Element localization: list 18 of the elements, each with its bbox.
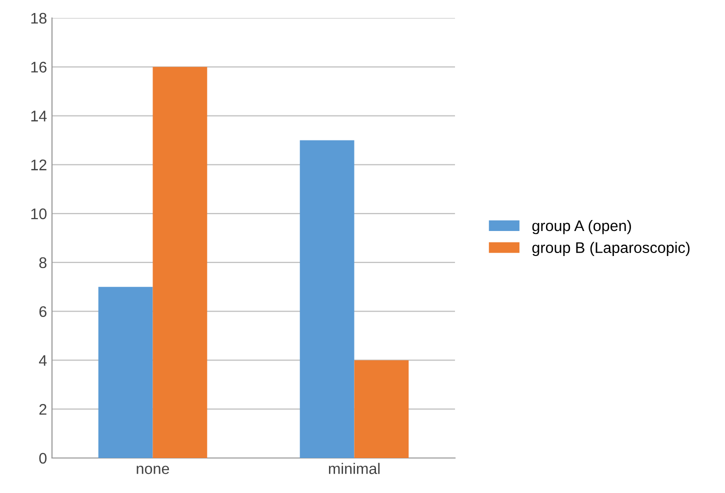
bar: [300, 140, 354, 458]
x-tick-label: none: [136, 466, 170, 474]
y-tick-label: 16: [31, 62, 46, 73]
y-tick-label: 0: [39, 452, 47, 464]
legend-label: group A (open): [532, 220, 631, 234]
y-tick-label: 6: [39, 306, 46, 318]
y-tick-label: 18: [31, 12, 46, 24]
y-tick-label: 4: [38, 355, 47, 366]
bar: [354, 360, 409, 458]
bar: [98, 286, 153, 458]
legend-label: group B (Laparoscopic): [532, 242, 690, 256]
y-tick-label: 12: [31, 160, 46, 170]
y-tick-label: 2: [39, 404, 46, 415]
bar: [152, 66, 208, 458]
y-tick-label: 14: [31, 110, 47, 122]
y-tick-label: 8: [39, 257, 46, 268]
y-tick-label: 10: [31, 208, 47, 220]
x-tick-label: minimal: [328, 462, 380, 474]
